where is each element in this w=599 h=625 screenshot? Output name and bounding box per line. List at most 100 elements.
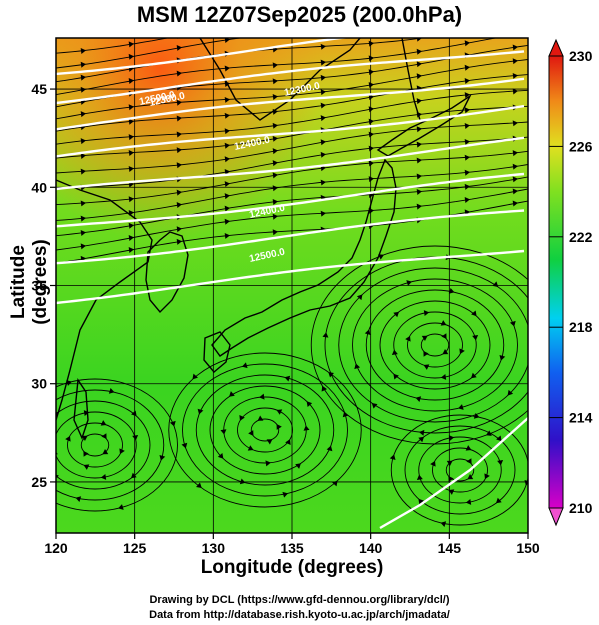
wind-arrow bbox=[512, 176, 518, 183]
wind-arrow bbox=[512, 44, 518, 51]
wind-arrow bbox=[132, 434, 139, 441]
wind-arrow bbox=[512, 88, 518, 95]
wind-arrow bbox=[128, 150, 134, 157]
wind-arrow bbox=[416, 203, 422, 210]
wind-arrow bbox=[176, 70, 182, 77]
wind-arrow bbox=[464, 107, 470, 114]
wind-arrow bbox=[368, 160, 374, 167]
coastline-honshu bbox=[211, 158, 397, 357]
wind-arrow bbox=[220, 429, 227, 435]
wind-arrow bbox=[128, 41, 134, 48]
wind-arrow bbox=[224, 81, 230, 87]
wind-arrow bbox=[448, 435, 455, 442]
wind-arrow bbox=[484, 473, 490, 480]
wind-arrow bbox=[465, 2, 470, 8]
x-tick-label: 145 bbox=[438, 540, 462, 556]
wind-arrow bbox=[512, 120, 518, 127]
wind-arrow bbox=[128, 166, 134, 172]
wind-arrow bbox=[176, 147, 182, 154]
wind-arrow bbox=[80, 168, 86, 175]
streamline bbox=[56, 164, 528, 221]
vortex-ring bbox=[418, 436, 502, 504]
wind-arrow bbox=[273, 31, 278, 37]
wind-arrow bbox=[320, 74, 326, 81]
wind-arrow bbox=[459, 348, 465, 355]
wind-arrow bbox=[272, 213, 278, 220]
contour-line bbox=[56, 104, 525, 158]
streamline bbox=[56, 89, 528, 145]
wind-arrow bbox=[272, 135, 278, 142]
wind-arrow bbox=[247, 445, 254, 451]
wind-arrow bbox=[368, 82, 374, 88]
colorbar-tick-label: 218 bbox=[569, 319, 593, 335]
wind-arrow bbox=[465, 15, 470, 21]
wind-arrow bbox=[371, 403, 378, 409]
wind-arrow bbox=[448, 489, 455, 495]
wind-arrow bbox=[416, 141, 422, 148]
wind-arrow bbox=[512, 150, 518, 157]
colorbar: 210 214 218 222 226 230 bbox=[548, 38, 593, 527]
wind-arrow bbox=[272, 172, 278, 179]
vortex-ring bbox=[365, 289, 505, 401]
wind-arrow bbox=[176, 202, 182, 208]
wind-arrow bbox=[418, 498, 424, 505]
wind-arrow bbox=[224, 205, 230, 212]
contour-line bbox=[56, 38, 351, 76]
wind-arrow bbox=[176, 131, 182, 138]
wind-arrow bbox=[416, 188, 422, 195]
wind-arrow bbox=[464, 77, 470, 84]
wind-arrow bbox=[169, 420, 176, 427]
wind-arrow bbox=[470, 372, 477, 379]
wind-arrow bbox=[440, 521, 447, 528]
wind-arrow bbox=[83, 410, 90, 417]
wind-arrow bbox=[513, 7, 518, 13]
x-tick-label: 135 bbox=[280, 540, 304, 556]
credit-data-source: Data from http://database.rish.kyoto-u.a… bbox=[149, 609, 450, 621]
wind-arrow bbox=[416, 157, 422, 164]
wind-arrow bbox=[80, 61, 86, 68]
colorbar-tick-label: 222 bbox=[569, 229, 593, 245]
streamline bbox=[56, 74, 528, 132]
wind-arrow bbox=[356, 294, 363, 301]
wind-arrow bbox=[285, 439, 291, 445]
vortex-ring bbox=[393, 311, 477, 379]
coastline-mainland bbox=[56, 179, 153, 421]
wind-arrow bbox=[364, 329, 371, 336]
wind-arrow bbox=[80, 47, 86, 54]
y-tick-label: 35 bbox=[31, 278, 47, 294]
wind-arrow bbox=[512, 188, 518, 195]
wind-arrow bbox=[224, 181, 230, 188]
wind-arrow bbox=[108, 387, 115, 394]
wind-arrow bbox=[378, 254, 385, 260]
wind-arrow bbox=[81, 435, 88, 441]
wind-arrow bbox=[128, 196, 134, 203]
wind-arrow bbox=[176, 44, 182, 51]
wind-arrow bbox=[446, 460, 453, 466]
wind-arrow bbox=[440, 373, 447, 380]
wind-arrow bbox=[320, 151, 326, 158]
wind-arrow bbox=[512, 72, 518, 79]
wind-arrow bbox=[421, 335, 428, 341]
colorbar-scale bbox=[548, 55, 564, 509]
wind-arrow bbox=[368, 69, 374, 76]
vortex-ring bbox=[404, 425, 516, 515]
wind-arrow bbox=[80, 74, 86, 81]
wind-arrow bbox=[464, 40, 470, 47]
wind-arrow bbox=[441, 333, 447, 340]
coastline-taiwan bbox=[73, 377, 89, 440]
vortex-ring bbox=[56, 400, 151, 490]
wind-arrow bbox=[224, 232, 230, 239]
wind-arrow bbox=[128, 118, 134, 125]
wind-arrow bbox=[513, 32, 518, 38]
wind-arrow bbox=[128, 247, 134, 254]
x-tick-label: 150 bbox=[516, 540, 540, 556]
wind-arrow bbox=[416, 98, 422, 105]
contour-line bbox=[56, 209, 525, 265]
wind-arrow bbox=[176, 226, 182, 233]
wind-arrow bbox=[391, 349, 398, 356]
colorbar-tick-label: 226 bbox=[569, 138, 593, 154]
wind-arrow bbox=[65, 435, 71, 442]
colorbar-tick-label: 210 bbox=[569, 500, 593, 516]
wind-arrow bbox=[197, 408, 204, 415]
wind-arrow bbox=[272, 78, 278, 85]
